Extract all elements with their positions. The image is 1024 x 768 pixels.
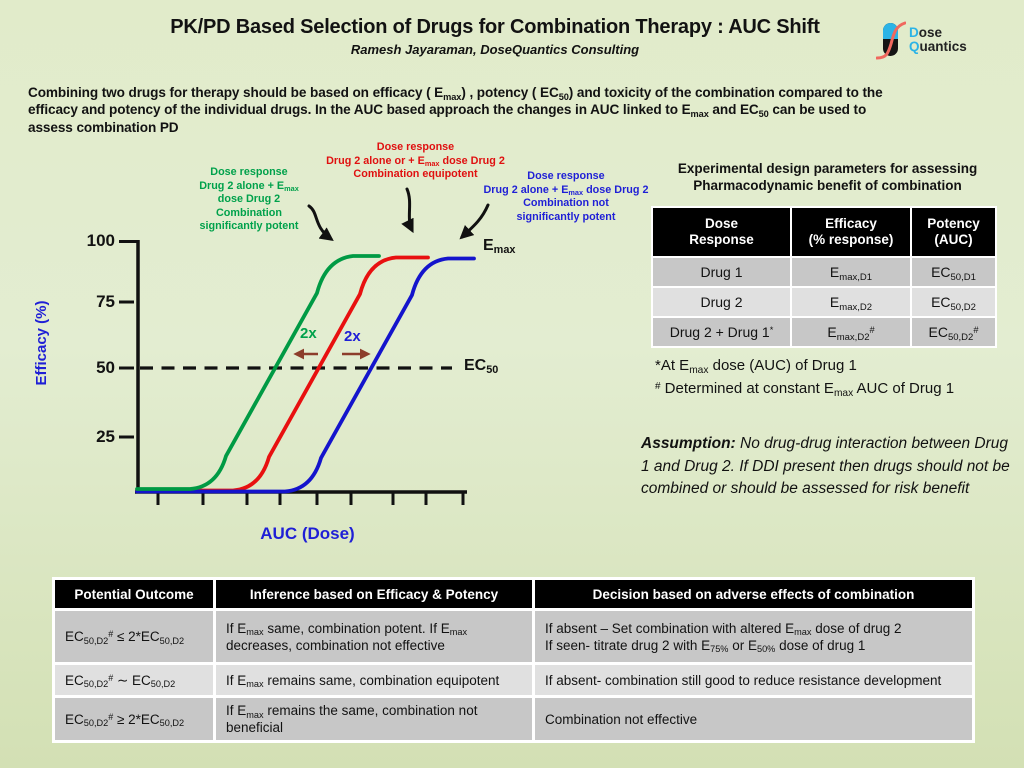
assumption-text: No drug-drug interaction between Drug 1 … <box>641 435 1010 497</box>
outcome-header-row: Potential Outcome Inference based on Eff… <box>52 577 975 611</box>
fold-shift-left-label: 2x <box>300 325 317 342</box>
design-cell: Emax,D2 <box>790 286 912 318</box>
design-table: Dose Response Efficacy (% response) Potenc… <box>651 206 997 348</box>
design-table-title: Experimental design parameters for asses… <box>677 161 978 193</box>
design-header-potency: Potency (AUC) <box>910 206 997 258</box>
outcome-table: Potential Outcome Inference based on Eff… <box>52 577 975 743</box>
footnote-asterisk: *At Emax dose (AUC) of Drug 1 <box>655 357 857 377</box>
x-ticks <box>156 492 465 505</box>
annotation-blue: Dose response Drug 2 alone + Emax dose Dr… <box>483 170 649 223</box>
assumption-label: Assumption: <box>641 435 736 452</box>
sigmoid-curve-green <box>135 254 381 491</box>
sigmoid-curve-red <box>135 255 430 493</box>
design-table-header-row: Dose Response Efficacy (% response) Potenc… <box>651 206 997 258</box>
blue-annotation-arrow-icon <box>459 203 490 240</box>
ec50-label: EC50 <box>464 357 499 377</box>
annotation-green: Dose response Drug 2 alone + Emax dose Dru… <box>199 166 299 233</box>
logo-text: Dose Quantics <box>909 25 967 54</box>
page-subtitle: Ramesh Jayaraman, DoseQuantics Consultin… <box>350 42 640 57</box>
y-axis-label: Efficacy (%) <box>33 300 50 386</box>
design-cell: Drug 2 + Drug 1* <box>651 316 792 348</box>
outcome-header-inference: Inference based on Efficacy & Potency <box>213 577 535 611</box>
green-annotation-arrow-icon <box>307 204 334 242</box>
design-cell: Drug 1 <box>651 256 792 288</box>
outcome-cell: If Emax remains the same, combination no… <box>213 695 535 743</box>
y-tick-label-25: 25 <box>96 427 115 446</box>
design-header-dose-response: Dose Response <box>651 206 792 258</box>
annotation-red: Dose response Drug 2 alone or + Emax dose… <box>326 141 505 181</box>
design-header-efficacy: Efficacy (% response) <box>790 206 912 258</box>
design-cell: EC50,D1 <box>910 256 997 288</box>
footnote-hash: # Determined at constant Emax AUC of Dru… <box>655 380 955 400</box>
y-tick-label-100: 100 <box>86 231 115 250</box>
dose-response-chart <box>119 187 490 505</box>
design-cell: EC50,D2# <box>910 316 997 348</box>
design-cell: Drug 2 <box>651 286 792 318</box>
emax-label: Emax <box>483 237 516 257</box>
outcome-cell: If Emax same, combination potent. If Ema… <box>213 608 535 665</box>
outcome-header-potential-outcome: Potential Outcome <box>52 577 216 611</box>
table-footnotes: *At Emax dose (AUC) of Drug 1 # Determin… <box>655 354 954 400</box>
outcome-row-2: EC50,D2# ∼ EC50,D2 If Emax remains same,… <box>52 662 975 698</box>
fold-shift-right-label: 2x <box>344 328 361 345</box>
outcome-cell: If absent- combination still good to red… <box>532 662 975 698</box>
design-row-drug2: Drug 2 Emax,D2 EC50,D2 <box>651 286 997 318</box>
sigmoid-curve-blue <box>135 256 476 494</box>
intro-paragraph: Combining two drugs for therapy should b… <box>28 85 883 135</box>
design-row-drug1: Drug 1 Emax,D1 EC50,D1 <box>651 256 997 288</box>
outcome-cell: EC50,D2# ≥ 2*EC50,D2 <box>52 695 216 743</box>
outcome-header-decision: Decision based on adverse effects of com… <box>532 577 975 611</box>
y-tick-label-50: 50 <box>96 358 115 377</box>
design-cell: Emax,D2# <box>790 316 912 348</box>
outcome-row-1: EC50,D2# ≤ 2*EC50,D2 If Emax same, combi… <box>52 608 975 665</box>
y-tick-label-75: 75 <box>96 292 115 311</box>
design-cell: Emax,D1 <box>790 256 912 288</box>
outcome-cell: EC50,D2# ≤ 2*EC50,D2 <box>52 608 216 665</box>
red-annotation-arrow-icon <box>401 187 414 234</box>
x-axis-label: AUC (Dose) <box>260 524 355 543</box>
outcome-cell: If absent – Set combination with altered… <box>532 608 975 665</box>
design-cell: EC50,D2 <box>910 286 997 318</box>
outcome-cell: Combination not effective <box>532 695 975 743</box>
axes <box>119 240 467 505</box>
design-row-combo: Drug 2 + Drug 1* Emax,D2# EC50,D2# <box>651 316 997 348</box>
page-title: PK/PD Based Selection of Drugs for Combi… <box>170 16 820 38</box>
outcome-cell: EC50,D2# ∼ EC50,D2 <box>52 662 216 698</box>
dosequantics-logo: Dose Quantics <box>876 16 967 64</box>
pill-sigmoid-icon <box>876 21 906 60</box>
outcome-row-3: EC50,D2# ≥ 2*EC50,D2 If Emax remains the… <box>52 695 975 743</box>
assumption-note: Assumption: No drug-drug interaction bet… <box>641 433 1013 501</box>
outcome-cell: If Emax remains same, combination equipo… <box>213 662 535 698</box>
